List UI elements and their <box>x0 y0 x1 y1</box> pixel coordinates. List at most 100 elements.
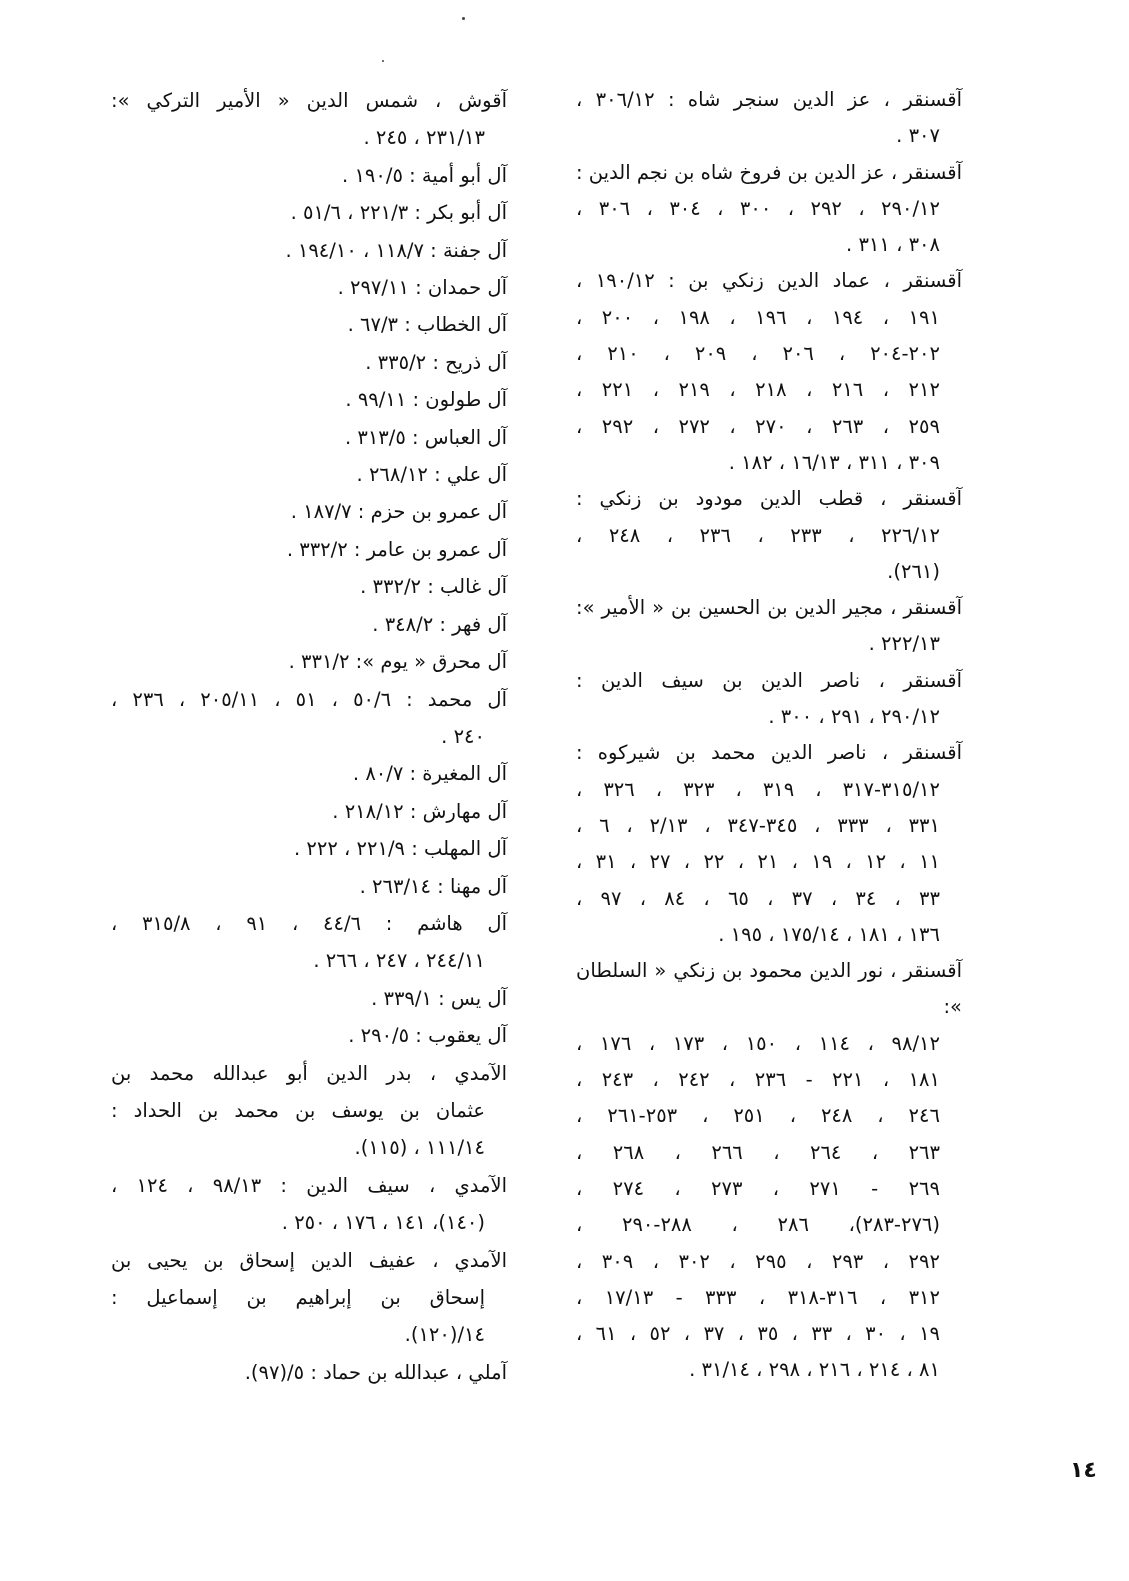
index-column-left: آقوش ، شمس الدين « الأمير التركي »: ١٣‏/‏… <box>111 82 507 1391</box>
index-entry: آل علي : ١٢‏/‏٢٦٨ . <box>111 456 507 493</box>
entry-references-line: ٢٦٩ - ٢٧١ ، ٢٧٣ ، ٢٧٤ ، <box>576 1176 940 1200</box>
entry-heading-line: آل محرق « يوم »: ٢‏/‏٣٣١ . <box>288 650 507 674</box>
index-entry: آقسنقر ، ناصر الدين بن سيف الدين : ١٢‏/‏٢… <box>576 663 962 736</box>
entry-references-line: ٣٠٧ . <box>896 124 940 148</box>
page-number: ١٤ <box>1070 1458 1097 1483</box>
entry-heading-line: الآمدي ، عفيف الدين إسحاق بن يحيى بن <box>111 1248 507 1272</box>
entry-references-line: ٣٣ ، ٣٤ ، ٣٧ ، ٦٥ ، ٨٤ ، ٩٧ ، <box>576 886 940 910</box>
index-entry: آل عمرو بن عامر : ٢‏/‏٣٣٢ . <box>111 531 507 568</box>
index-entry: الآمدي ، عفيف الدين إسحاق بن يحيى بن إسحا… <box>111 1242 507 1354</box>
index-entry: الآمدي ، سيف الدين : ١٣‏/‏٩٨ ، ١٢٤ ، (١٤٠… <box>111 1167 507 1242</box>
index-entry: آقسنقر ، عماد الدين زنكي بن : ١٢‏/‏١٩٠ ،… <box>576 263 962 481</box>
entry-references-line: ١٤‏/‏١١١ ، (١١٥). <box>354 1136 486 1160</box>
index-entry: آل أبو أمية : ٥‏/‏١٩٠ . <box>111 157 507 194</box>
index-entry: آل يعقوب : ٥‏/‏٢٩٠ . <box>111 1017 507 1054</box>
index-entry: آل المهلب : ٩‏/‏٢٢١ ، ٢٢٢ . <box>111 830 507 867</box>
index-entry: آل العباس : ٥‏/‏٣١٣ . <box>111 419 507 456</box>
entry-references-line: ١١‏/‏٢٤٤ ، ٢٤٧ ، ٢٦٦ . <box>313 949 485 973</box>
entry-references-line: ٢٤٠ . <box>441 724 485 748</box>
entry-heading-line: آل ذريح : ٢‏/‏٣٣٥ . <box>365 350 507 374</box>
entry-references-line: ١٣٦ ، ١٨١ ، ١٤‏/‏١٧٥ ، ١٩٥ . <box>718 922 940 946</box>
entry-references-line: ١٩ ، ٣٠ ، ٣٣ ، ٣٥ ، ٣٧ ، ٥٢ ، ٦١ ، <box>576 1322 941 1346</box>
index-entry: آل الخطاب : ٣‏/‏٦٧ . <box>111 306 507 343</box>
entry-references-line: (٢٧٦-٢٨٣)، ٢٨٦ ، ٢٨٨-٢٩٠ ، <box>576 1213 940 1237</box>
entry-references-line: (١٤٠)، ١٤١ ، ١٧٦ ، ٢٥٠ . <box>281 1211 485 1235</box>
entry-heading-line: آل عمرو بن حزم : ٧‏/‏١٨٧ . <box>290 500 507 524</box>
entry-heading-line: آقسنقر ، قطب الدين مودود بن زنكي : <box>576 487 962 511</box>
index-entry: آل طولون : ١١‏/‏٩٩ . <box>111 381 507 418</box>
entry-heading-line: آقسنقر ، ناصر الدين بن سيف الدين : <box>576 668 962 692</box>
entry-heading-line: آقوش ، شمس الدين « الأمير التركي »: <box>111 89 507 112</box>
index-entry: آقسنقر ، نور الدين محمود بن زنكي « السلط… <box>576 953 962 1389</box>
entry-references-line: ٣٠٩ ، ٣١١ ، ١٣‏/‏١٦ ، ١٨٢ . <box>728 450 940 474</box>
index-entry: آل محمد : ٦‏/‏٥٠ ، ٥١ ، ١١‏/‏٢٠٥ ، ٢٣٦ ،… <box>111 681 507 756</box>
entry-references-line: ١٨١ ، ٢٢١ - ٢٣٦ ، ٢٤٢ ، ٢٤٣ ، <box>576 1068 940 1092</box>
entry-references-line: ١٢‏/‏٢٢٦ ، ٢٣٣ ، ٢٣٦ ، ٢٤٨ ، <box>576 523 940 547</box>
entry-references-line: ٢٥٩ ، ٢٦٣ ، ٢٧٠ ، ٢٧٢ ، ٢٩٢ ، <box>576 414 940 438</box>
entry-heading-line: آل يعقوب : ٥‏/‏٢٩٠ . <box>348 1024 507 1048</box>
entry-heading-line: آقسنقر ، ناصر الدين محمد بن شيركوه : <box>576 741 962 765</box>
entry-references-line: ١٣‏/‏٢٢٢ . <box>868 632 940 656</box>
entry-heading-line: آقسنقر ، نور الدين محمود بن زنكي « السلط… <box>576 959 962 1019</box>
index-entry: آل المغيرة : ٧‏/‏٨٠ . <box>111 755 507 792</box>
entry-references-line: (٢٦١). <box>887 559 940 583</box>
entry-references-line: ١٢‏/‏٩٨ ، ١١٤ ، ١٥٠ ، ١٧٣ ، ١٧٦ ، <box>576 1031 940 1055</box>
index-entry: آل هاشم : ٦‏/‏٤٤ ، ٩١ ، ٨‏/‏٣١٥ ، ١١‏/‏٢٤… <box>111 905 507 980</box>
entry-heading-line: آل يس : ١‏/‏٣٣٩ . <box>371 986 507 1010</box>
entry-heading-line: آل طولون : ١١‏/‏٩٩ . <box>345 388 507 412</box>
index-entry: الآمدي ، بدر الدين أبو عبدالله محمد بن عث… <box>111 1055 507 1167</box>
entry-heading-line: آقسنقر ، عماد الدين زنكي بن : ١٢‏/‏١٩٠ ، <box>576 269 962 293</box>
entry-heading-line: آل جفنة : ٧‏/‏١١٨ ، ١٠‏/‏١٩٤ . <box>285 238 507 262</box>
entry-references-line: ٢٤٦ ، ٢٤٨ ، ٢٥١ ، ٢٥٣-٢٦١ ، <box>576 1104 940 1128</box>
entry-heading-line: آل المغيرة : ٧‏/‏٨٠ . <box>352 762 507 786</box>
index-entry: آل مهنا : ١٤‏/‏٢٦٣ . <box>111 868 507 905</box>
index-entry: آل أبو بكر : ٣‏/‏٢٢١ ، ٦‏/‏٥١ . <box>111 194 507 231</box>
index-entry: آل غالب : ٢‏/‏٣٣٢ . <box>111 568 507 605</box>
entry-heading-line: آل غالب : ٢‏/‏٣٣٢ . <box>360 575 507 599</box>
index-entry: آقوش ، شمس الدين « الأمير التركي »: ١٣‏/‏… <box>111 82 507 157</box>
entry-heading-line: آل عمرو بن عامر : ٢‏/‏٣٣٢ . <box>286 537 507 561</box>
entry-references-line: ٢٩٢ ، ٢٩٣ ، ٢٩٥ ، ٣٠٢ ، ٣٠٩ ، <box>576 1249 940 1273</box>
index-entry: آل ذريح : ٢‏/‏٣٣٥ . <box>111 344 507 381</box>
entry-heading-line: آقسنقر ، عز الدين سنجر شاه : ١٢‏/‏٣٠٦ ، <box>576 88 962 111</box>
entry-heading-line: آل أبو بكر : ٣‏/‏٢٢١ ، ٦‏/‏٥١ . <box>290 201 507 225</box>
entry-references-line: ١٩١ ، ١٩٤ ، ١٩٦ ، ١٩٨ ، ٢٠٠ ، <box>576 305 940 329</box>
entry-heading-line: آل فهر : ٢‏/‏٣٤٨ . <box>372 612 507 636</box>
entry-heading-line: آل المهلب : ٩‏/‏٢٢١ ، ٢٢٢ . <box>294 837 507 861</box>
entry-heading-line: آل أبو أمية : ٥‏/‏١٩٠ . <box>342 163 507 187</box>
scan-speck <box>462 17 465 20</box>
entry-heading-line: آل حمدان : ١١‏/‏٢٩٧ . <box>337 276 507 300</box>
index-column-right: آقسنقر ، عز الدين سنجر شاه : ١٢‏/‏٣٠٦ ، ٣… <box>576 82 962 1389</box>
entry-heading-line: آل العباس : ٥‏/‏٣١٣ . <box>344 425 507 449</box>
entry-heading-line: آل محمد : ٦‏/‏٥٠ ، ٥١ ، ١١‏/‏٢٠٥ ، ٢٣٦ ، <box>111 687 507 711</box>
entry-heading-line: الآمدي ، سيف الدين : ١٣‏/‏٩٨ ، ١٢٤ ، <box>111 1173 507 1197</box>
entry-references-line: ٣٠٨ ، ٣١١ . <box>846 233 940 257</box>
entry-heading-line: آل مهنا : ١٤‏/‏٢٦٣ . <box>359 874 507 898</box>
entry-heading-line: آل مهارش : ١٢‏/‏٢١٨ . <box>332 799 507 823</box>
index-entry: آقسنقر ، مجير الدين بن الحسين بن « الأمي… <box>576 590 962 663</box>
entry-references-line: ١٢‏/‏٢٩٠ ، ٢٩١ ، ٣٠٠ . <box>768 705 940 729</box>
scan-speck <box>382 60 384 62</box>
index-entry: آل محرق « يوم »: ٢‏/‏٣٣١ . <box>111 643 507 680</box>
entry-heading-line: آقسنقر ، مجير الدين بن الحسين بن « الأمي… <box>576 596 962 620</box>
entry-heading-line: آل الخطاب : ٣‏/‏٦٧ . <box>347 313 507 337</box>
entry-references-line: ١٢‏/‏٢٩٠ ، ٢٩٢ ، ٣٠٠ ، ٣٠٤ ، ٣٠٦ ، <box>576 196 940 220</box>
entry-references-line: ٢٦٣ ، ٢٦٤ ، ٢٦٦ ، ٢٦٨ ، <box>576 1140 940 1164</box>
entry-heading-line: آملي ، عبدالله بن حماد : ٥‏/‏(٩٧). <box>244 1360 507 1384</box>
entry-heading-line: الآمدي ، بدر الدين أبو عبدالله محمد بن <box>111 1061 507 1085</box>
entry-heading-line: آل علي : ١٢‏/‏٢٦٨ . <box>356 463 507 487</box>
index-entry: آملي ، عبدالله بن حماد : ٥‏/‏(٩٧). <box>111 1354 507 1391</box>
index-entry: آقسنقر ، عز الدين سنجر شاه : ١٢‏/‏٣٠٦ ، ٣… <box>576 82 962 155</box>
entry-references-line: ١٤‏/‏(١٢٠). <box>404 1323 485 1347</box>
entry-references-line: عثمان بن يوسف بن محمد بن الحداد : <box>111 1098 485 1122</box>
entry-references-line: ١١ ، ١٢ ، ١٩ ، ٢١ ، ٢٢ ، ٢٧ ، ٣١ ، <box>576 850 941 874</box>
entry-heading-line: آقسنقر ، عز الدين بن فروخ شاه بن نجم الد… <box>576 160 962 184</box>
index-entry: آل مهارش : ١٢‏/‏٢١٨ . <box>111 793 507 830</box>
entry-references-line: ١٢‏/‏٣١٥-٣١٧ ، ٣١٩ ، ٣٢٣ ، ٣٢٦ ، <box>576 777 940 801</box>
entry-references-line: ٨١ ، ٢١٤ ، ٢١٦ ، ٢٩٨ ، ١٤‏/‏٣١ . <box>689 1358 940 1382</box>
index-entry: آقسنقر ، ناصر الدين محمد بن شيركوه : ١٢‏/… <box>576 735 962 953</box>
index-entry: آقسنقر ، قطب الدين مودود بن زنكي : ١٢‏/‏٢… <box>576 481 962 590</box>
index-entry: آل يس : ١‏/‏٣٣٩ . <box>111 980 507 1017</box>
entry-references-line: ٣١٢ ، ٣١٦-٣١٨ ، ٣٣٣ - ١٣‏/‏١٧ ، <box>576 1285 940 1309</box>
entry-references-line: إسحاق بن إبراهيم بن إسماعيل : <box>111 1286 485 1309</box>
